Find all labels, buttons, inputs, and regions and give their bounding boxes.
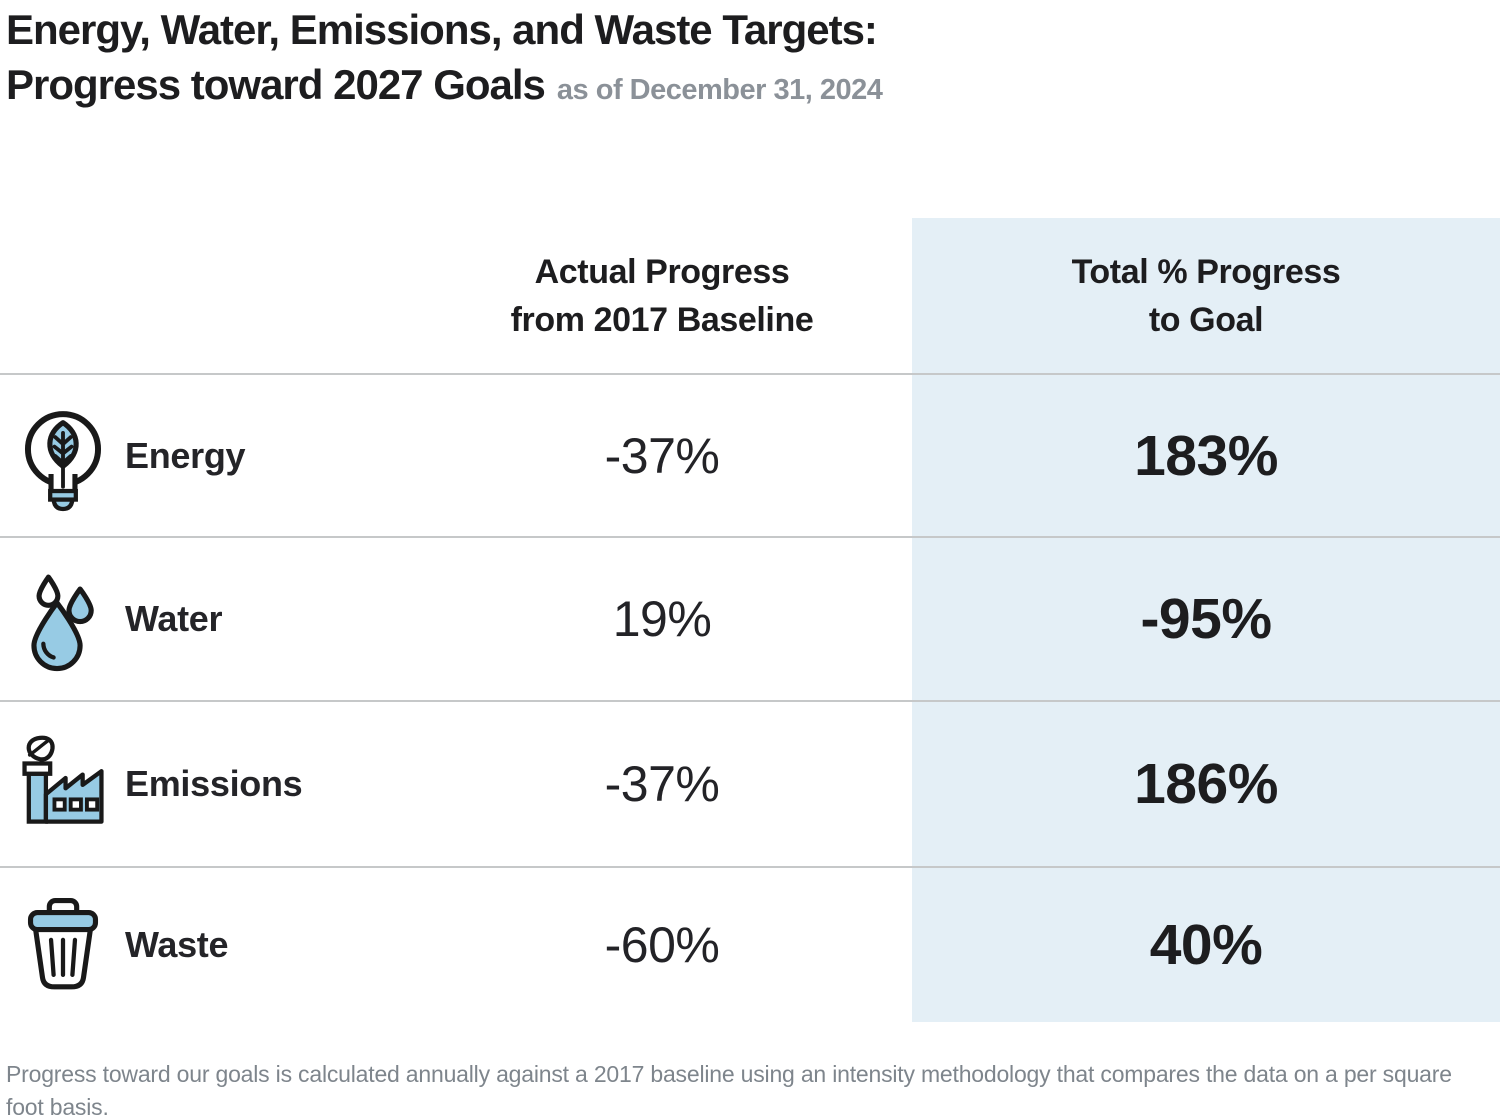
page-title-line2: Progress toward 2027 Goals as of December… [6,57,883,118]
header-icon-spacer [0,218,125,373]
actual-progress-value: -37% [604,427,720,484]
title-block: Energy, Water, Emissions, and Waste Targ… [6,2,883,118]
lightbulb-leaf-icon [24,410,101,511]
page-title-line2-text: Progress toward 2027 Goals [6,61,546,108]
waste-icon-cell [0,868,125,1022]
total-progress-value: -95% [912,538,1500,700]
actual-progress-value: -37% [604,756,720,812]
row-label: Water [125,598,223,639]
column-header-actual-progress: Actual Progress from 2017 Baseline [412,218,912,373]
water-drops-icon [30,574,94,672]
table-row-water: Water 19% -95% [0,536,1500,700]
emissions-icon-cell [0,702,125,866]
column-header-actual-progress-line1: Actual Progress [534,252,790,291]
as-of-date: as of December 31, 2024 [556,74,883,106]
methodology-footnote: Progress toward our goals is calculated … [6,1061,1452,1116]
page-title-line1: Energy, Water, Emissions, and Waste Targ… [6,6,878,53]
table-row-waste: Waste -60% 40% [0,866,1500,1022]
total-progress-value: 186% [912,702,1500,866]
table-header-row: Actual Progress from 2017 Baseline Total… [0,218,1500,373]
trash-can-icon [27,898,98,990]
column-header-actual-progress-line2: from 2017 Baseline [510,300,814,339]
header-label-spacer [125,218,412,373]
column-header-total-progress: Total % Progress to Goal [912,218,1500,373]
actual-progress-value: 19% [612,591,712,647]
total-progress-value: 40% [912,868,1500,1022]
factory-leaf-icon [21,735,104,824]
column-header-total-progress-line1: Total % Progress [1071,252,1341,291]
energy-icon-cell [0,375,125,536]
row-label: Emissions [125,763,303,804]
column-header-total-progress-line2: to Goal [1148,300,1264,339]
total-progress-value: 183% [912,375,1500,536]
water-icon-cell [0,538,125,700]
table-row-energy: Energy -37% 183% [0,373,1500,536]
table-row-emissions: Emissions -37% 186% [0,700,1500,866]
row-label: Energy [125,434,246,476]
row-label: Waste [125,924,229,965]
actual-progress-value: -60% [604,917,720,973]
progress-table: Actual Progress from 2017 Baseline Total… [0,218,1500,1022]
